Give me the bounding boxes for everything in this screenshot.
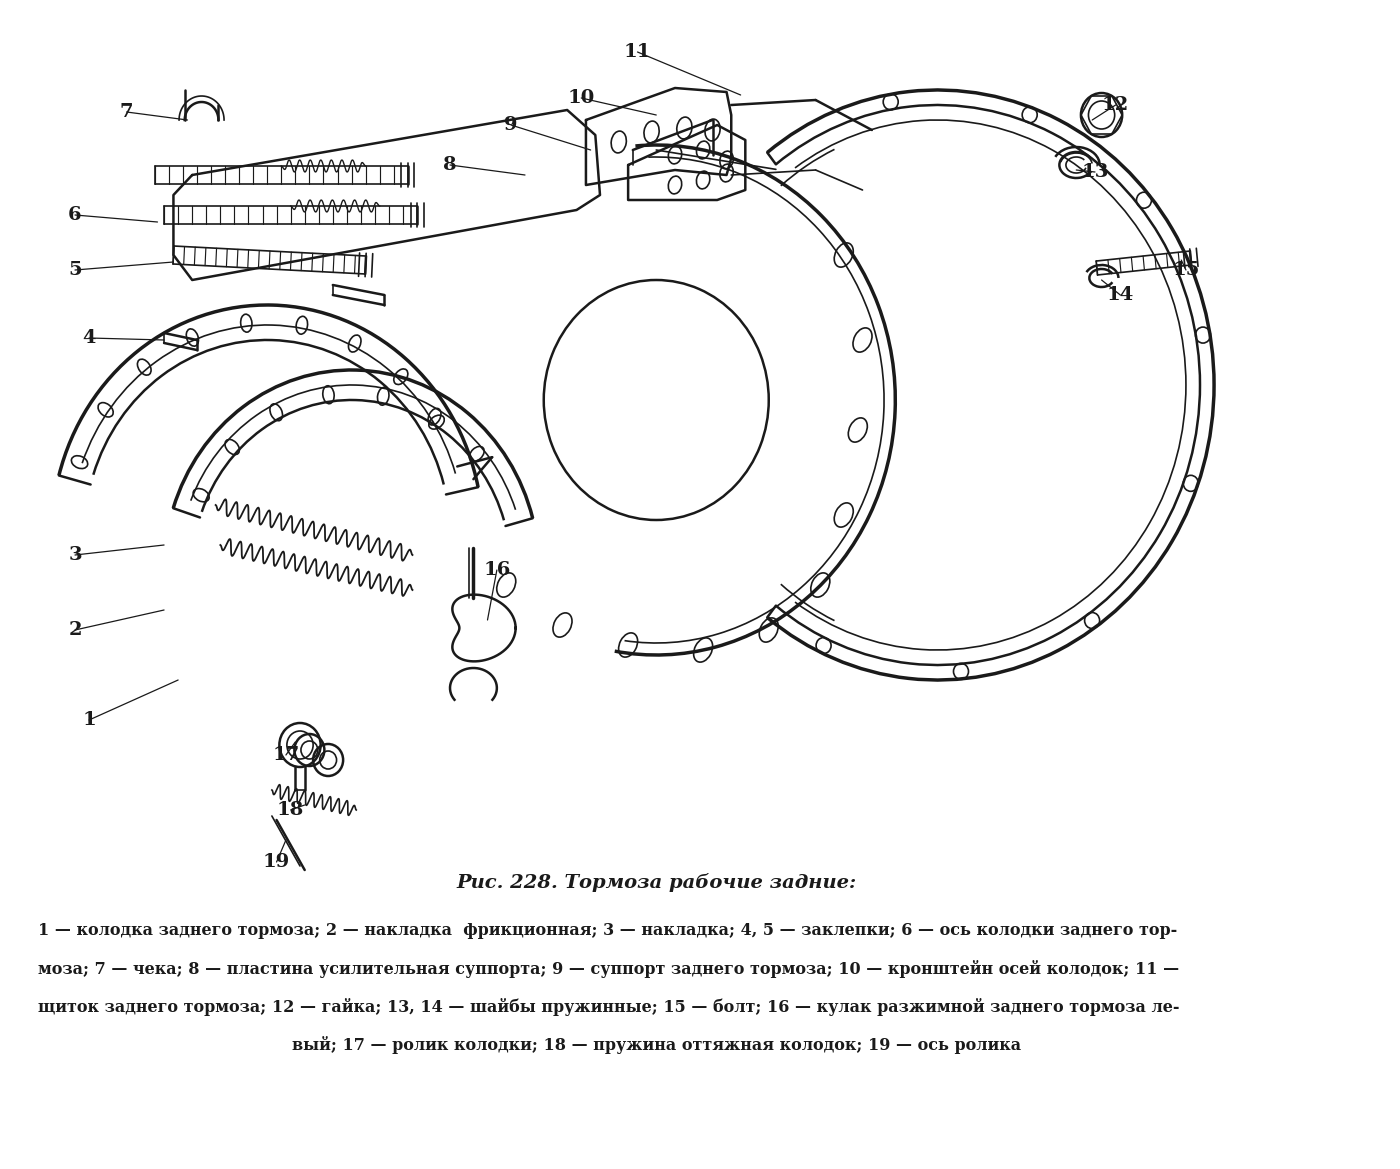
Text: 18: 18 bbox=[277, 801, 304, 819]
Text: 12: 12 bbox=[1102, 96, 1130, 115]
Text: 6: 6 bbox=[69, 206, 81, 224]
Text: 4: 4 bbox=[83, 328, 95, 347]
Text: вый; 17 — ролик колодки; 18 — пружина оттяжная колодок; 19 — ось ролика: вый; 17 — ролик колодки; 18 — пружина от… bbox=[291, 1036, 1021, 1054]
Text: 14: 14 bbox=[1106, 286, 1134, 304]
Text: 1 — колодка заднего тормоза; 2 — накладка  фрикционная; 3 — накладка; 4, 5 — зак: 1 — колодка заднего тормоза; 2 — накладк… bbox=[38, 922, 1177, 939]
Text: 3: 3 bbox=[69, 546, 81, 563]
Text: 15: 15 bbox=[1172, 261, 1200, 279]
Text: 7: 7 bbox=[120, 103, 133, 122]
Text: 19: 19 bbox=[263, 853, 290, 871]
Text: 11: 11 bbox=[624, 43, 651, 61]
Text: 16: 16 bbox=[483, 561, 511, 579]
Text: 8: 8 bbox=[444, 155, 456, 174]
Text: Рис. 228. Тормоза рабочие задние:: Рис. 228. Тормоза рабочие задние: bbox=[456, 872, 857, 892]
Text: 13: 13 bbox=[1081, 162, 1109, 181]
Text: 5: 5 bbox=[69, 261, 81, 279]
Text: 9: 9 bbox=[504, 116, 518, 134]
Text: 17: 17 bbox=[273, 746, 300, 765]
Text: 10: 10 bbox=[567, 89, 595, 108]
Text: щиток заднего тормоза; 12 — гайка; 13, 14 — шайбы пружинные; 15 — болт; 16 — кул: щиток заднего тормоза; 12 — гайка; 13, 1… bbox=[38, 998, 1179, 1016]
Text: 1: 1 bbox=[83, 711, 97, 729]
Text: 2: 2 bbox=[69, 621, 81, 639]
Text: моза; 7 — чека; 8 — пластина усилительная суппорта; 9 — суппорт заднего тормоза;: моза; 7 — чека; 8 — пластина усилительна… bbox=[38, 960, 1179, 978]
